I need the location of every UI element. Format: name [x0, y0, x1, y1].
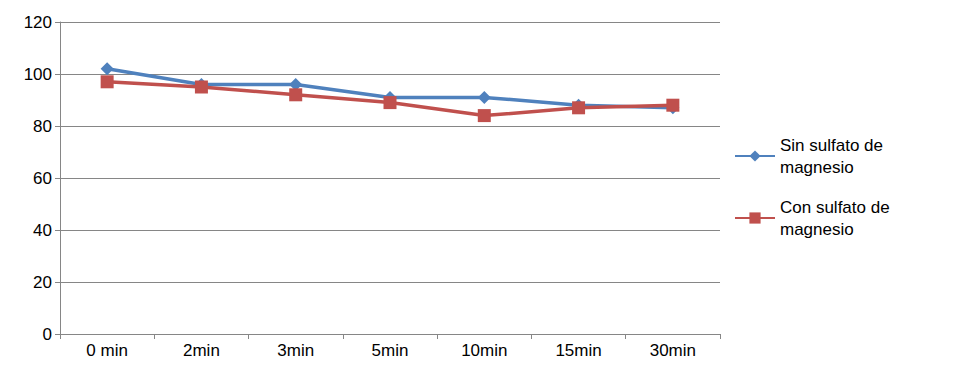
svg-text:Sin sulfato de: Sin sulfato de [780, 136, 888, 155]
svg-text:120: 120 [24, 13, 52, 32]
svg-text:0: 0 [43, 325, 52, 344]
svg-text:3min: 3min [277, 341, 314, 360]
svg-text:5min: 5min [372, 341, 409, 360]
svg-text:magnesio: magnesio [780, 220, 854, 239]
svg-text:0 min: 0 min [86, 341, 128, 360]
svg-text:10min: 10min [461, 341, 507, 360]
svg-text:15min: 15min [555, 341, 601, 360]
svg-text:magnesio: magnesio [780, 158, 854, 177]
svg-text:30min: 30min [650, 341, 696, 360]
svg-text:60: 60 [33, 169, 52, 188]
svg-text:Con sulfato de: Con sulfato de [780, 198, 894, 217]
svg-text:2min: 2min [183, 341, 220, 360]
svg-text:80: 80 [33, 117, 52, 136]
svg-text:100: 100 [24, 65, 52, 84]
svg-text:40: 40 [33, 221, 52, 240]
svg-text:20: 20 [33, 273, 52, 292]
